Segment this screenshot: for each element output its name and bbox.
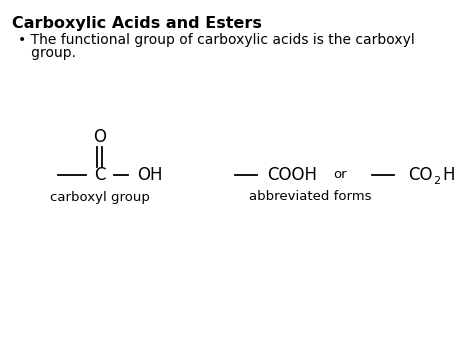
Text: or: or [333, 169, 347, 181]
Text: abbreviated forms: abbreviated forms [249, 191, 371, 203]
Text: 2: 2 [433, 176, 440, 186]
Text: group.: group. [18, 46, 76, 60]
Text: COOH: COOH [267, 166, 317, 184]
Text: CO: CO [408, 166, 432, 184]
Text: C: C [94, 166, 106, 184]
Text: carboxyl group: carboxyl group [50, 191, 150, 203]
Text: OH: OH [137, 166, 163, 184]
Text: O: O [93, 128, 107, 146]
Text: H: H [442, 166, 455, 184]
Text: Carboxylic Acids and Esters: Carboxylic Acids and Esters [12, 16, 262, 31]
Text: • The functional group of carboxylic acids is the carboxyl: • The functional group of carboxylic aci… [18, 33, 415, 47]
